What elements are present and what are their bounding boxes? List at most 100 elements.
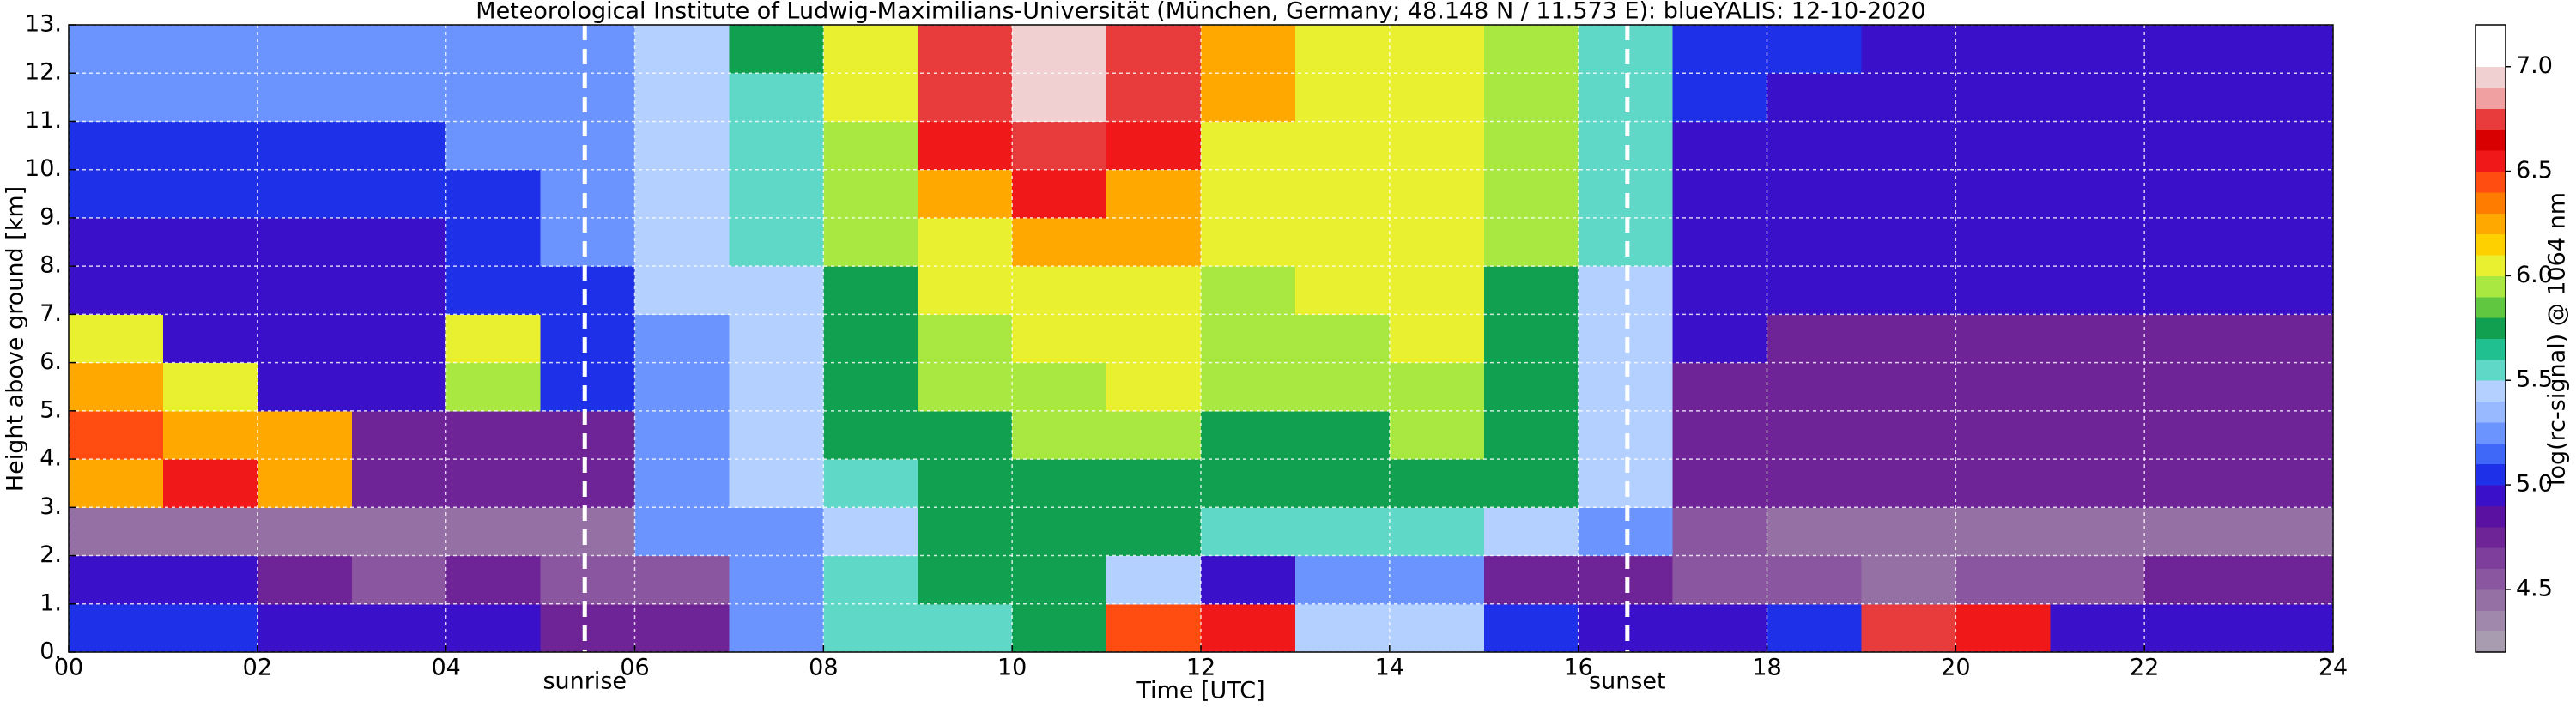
cell [1389,73,1485,122]
cell [1955,169,2051,219]
cell [162,73,258,122]
cell [1861,362,1956,412]
cell [1294,25,1391,74]
x-tick-label: 14 [1375,655,1404,681]
cell [823,459,918,508]
cell [1767,73,1862,122]
cell [1012,362,1107,412]
colorbar-segment [2476,401,2506,423]
cell [1767,362,1862,412]
cell [1201,169,1296,219]
cell [918,314,1013,364]
x-tick-label: 10 [997,655,1027,681]
cell [1012,314,1107,364]
colorbar-tick-label: 4.5 [2516,575,2553,601]
colorbar-segment [2476,338,2506,360]
cell [823,555,918,605]
cell [2239,121,2334,171]
cell [729,266,824,315]
cell [1955,555,2051,605]
cell [1861,73,1956,122]
cell [2144,169,2240,219]
cell [1955,459,2051,508]
cell [1483,362,1579,412]
cell [1861,169,1956,219]
cell [540,555,635,605]
cell [540,121,635,171]
cell [1389,169,1485,219]
cell [162,266,258,315]
cell [1672,507,1767,557]
cell [69,73,164,122]
cell [1106,121,1202,171]
x-tick-label: 22 [2130,655,2159,681]
cell [1861,507,1956,557]
cell [2239,603,2334,653]
cell [1861,217,1956,267]
cell [634,362,730,412]
cell [2239,507,2334,557]
cell [1767,507,1862,557]
cell [1483,169,1579,219]
cell [918,217,1013,267]
cell [2050,25,2145,74]
cell [445,217,542,267]
cell [1012,410,1107,460]
cell [1483,217,1579,267]
colorbar-segment [2476,171,2506,193]
cell [823,266,918,315]
cell [2050,314,2145,364]
colorbar-tick-label: 7.0 [2516,52,2553,79]
cell [69,507,164,557]
cell [257,507,353,557]
cell [69,555,164,605]
cell [729,169,824,219]
cell [918,266,1013,315]
cell [2144,362,2240,412]
cell [2239,25,2334,74]
cell [69,169,164,219]
y-tick-label: 4. [39,445,62,472]
cell [2050,217,2145,267]
colorbar-segment [2476,66,2506,88]
cell [1201,507,1296,557]
x-tick-label: 06 [620,655,649,681]
cell [2239,169,2334,219]
cell [1955,603,2051,653]
cell [351,459,447,508]
cell [918,555,1013,605]
cell [1012,603,1107,653]
colorbar-segment [2476,213,2506,235]
cell [1389,362,1485,412]
cell [257,555,353,605]
colorbar-segment [2476,359,2506,381]
cell [162,603,258,653]
y-tick-label: 3. [39,493,62,520]
cell [540,362,635,412]
colorbar-segment [2476,505,2506,528]
cell [162,217,258,267]
cell [1861,121,1956,171]
cell [729,73,824,122]
cell [2144,121,2240,171]
cell [69,25,164,74]
cell [1106,603,1202,653]
cell [1672,314,1767,364]
cell [69,121,164,171]
cell [351,121,447,171]
cell [1672,459,1767,508]
cell [1861,25,1956,74]
cell [1483,459,1579,508]
cell [69,217,164,267]
cell [1672,169,1767,219]
colorbar-tick-label: 5.5 [2516,366,2553,393]
cell [634,25,730,74]
cell [1955,25,2051,74]
cell [1483,266,1579,315]
cell [540,459,635,508]
x-tick-label: 08 [809,655,838,681]
cell [351,603,447,653]
colorbar-segment [2476,317,2506,339]
cell [1672,266,1767,315]
